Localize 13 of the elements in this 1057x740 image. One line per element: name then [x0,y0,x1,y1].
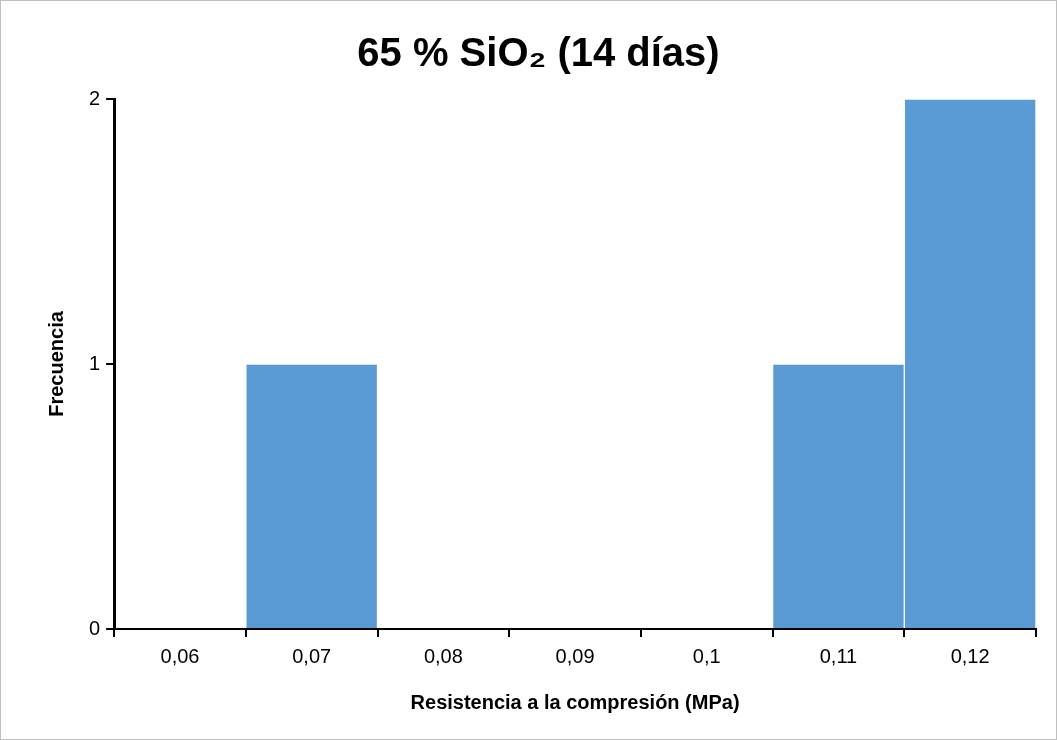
y-tick-label: 2 [89,86,101,109]
x-tick-label: 0,06 [160,644,200,667]
chart-title: 65 % SiO₂ (14 días) [357,30,720,75]
y-axis-title: Frecuencia [44,310,67,417]
x-tick-label: 0,12 [950,644,990,667]
x-tick-label: 0,08 [423,644,463,667]
y-tick-label: 1 [89,351,101,374]
y-tick-label: 0 [89,616,101,639]
x-tick-label: 0,1 [692,644,721,667]
x-tick-label: 0,07 [292,644,332,667]
x-tick-label: 0,11 [819,644,858,667]
x-axis-title: Resistencia a la compresión (MPa) [410,690,740,713]
x-tick-label: 0,09 [555,644,595,667]
